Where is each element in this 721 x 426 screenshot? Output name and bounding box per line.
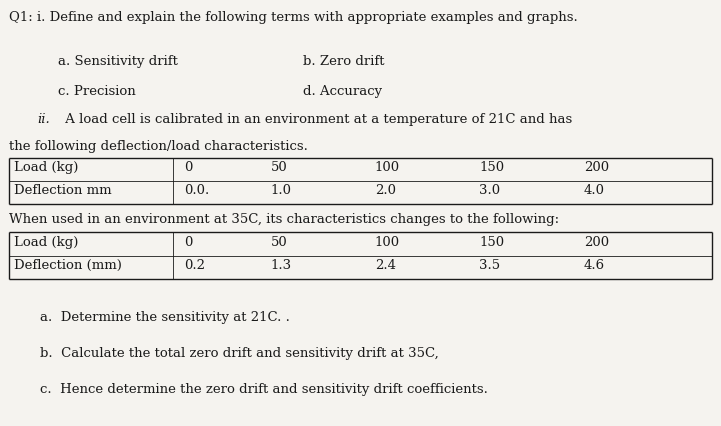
Text: 150: 150 [479, 161, 505, 174]
Text: Load (kg): Load (kg) [14, 236, 79, 249]
Text: 0.2: 0.2 [184, 259, 205, 272]
Text: Deflection mm: Deflection mm [14, 184, 112, 198]
Text: 2.0: 2.0 [375, 184, 396, 198]
Text: 50: 50 [270, 161, 287, 174]
Text: Load (kg): Load (kg) [14, 161, 79, 174]
Text: 200: 200 [584, 236, 609, 249]
Text: c.  Hence determine the zero drift and sensitivity drift coefficients.: c. Hence determine the zero drift and se… [40, 383, 487, 397]
Text: A load cell is calibrated in an environment at a temperature of 21C and has: A load cell is calibrated in an environm… [61, 113, 572, 126]
Text: 1.3: 1.3 [270, 259, 291, 272]
Text: Q1: i. Define and explain the following terms with appropriate examples and grap: Q1: i. Define and explain the following … [9, 11, 578, 24]
Text: When used in an environment at 35C, its characteristics changes to the following: When used in an environment at 35C, its … [9, 213, 559, 226]
Text: 100: 100 [375, 236, 400, 249]
Text: 3.0: 3.0 [479, 184, 500, 198]
Text: 1.0: 1.0 [270, 184, 291, 198]
Text: a.  Determine the sensitivity at 21C. .: a. Determine the sensitivity at 21C. . [40, 311, 290, 324]
Text: 0.0.: 0.0. [184, 184, 209, 198]
Text: a. Sensitivity drift: a. Sensitivity drift [58, 55, 177, 69]
Text: 0: 0 [184, 236, 193, 249]
Text: 3.5: 3.5 [479, 259, 500, 272]
Text: the following deflection/load characteristics.: the following deflection/load characteri… [9, 140, 308, 153]
Text: 50: 50 [270, 236, 287, 249]
Text: 4.0: 4.0 [584, 184, 605, 198]
Text: 200: 200 [584, 161, 609, 174]
Text: 4.6: 4.6 [584, 259, 605, 272]
Text: Deflection (mm): Deflection (mm) [14, 259, 123, 272]
Text: d. Accuracy: d. Accuracy [303, 85, 382, 98]
Text: b.  Calculate the total zero drift and sensitivity drift at 35C,: b. Calculate the total zero drift and se… [40, 347, 438, 360]
Text: 150: 150 [479, 236, 505, 249]
Text: 2.4: 2.4 [375, 259, 396, 272]
Text: 100: 100 [375, 161, 400, 174]
Text: c. Precision: c. Precision [58, 85, 136, 98]
Text: ii.: ii. [37, 113, 50, 126]
Text: 0: 0 [184, 161, 193, 174]
Text: b. Zero drift: b. Zero drift [303, 55, 384, 69]
